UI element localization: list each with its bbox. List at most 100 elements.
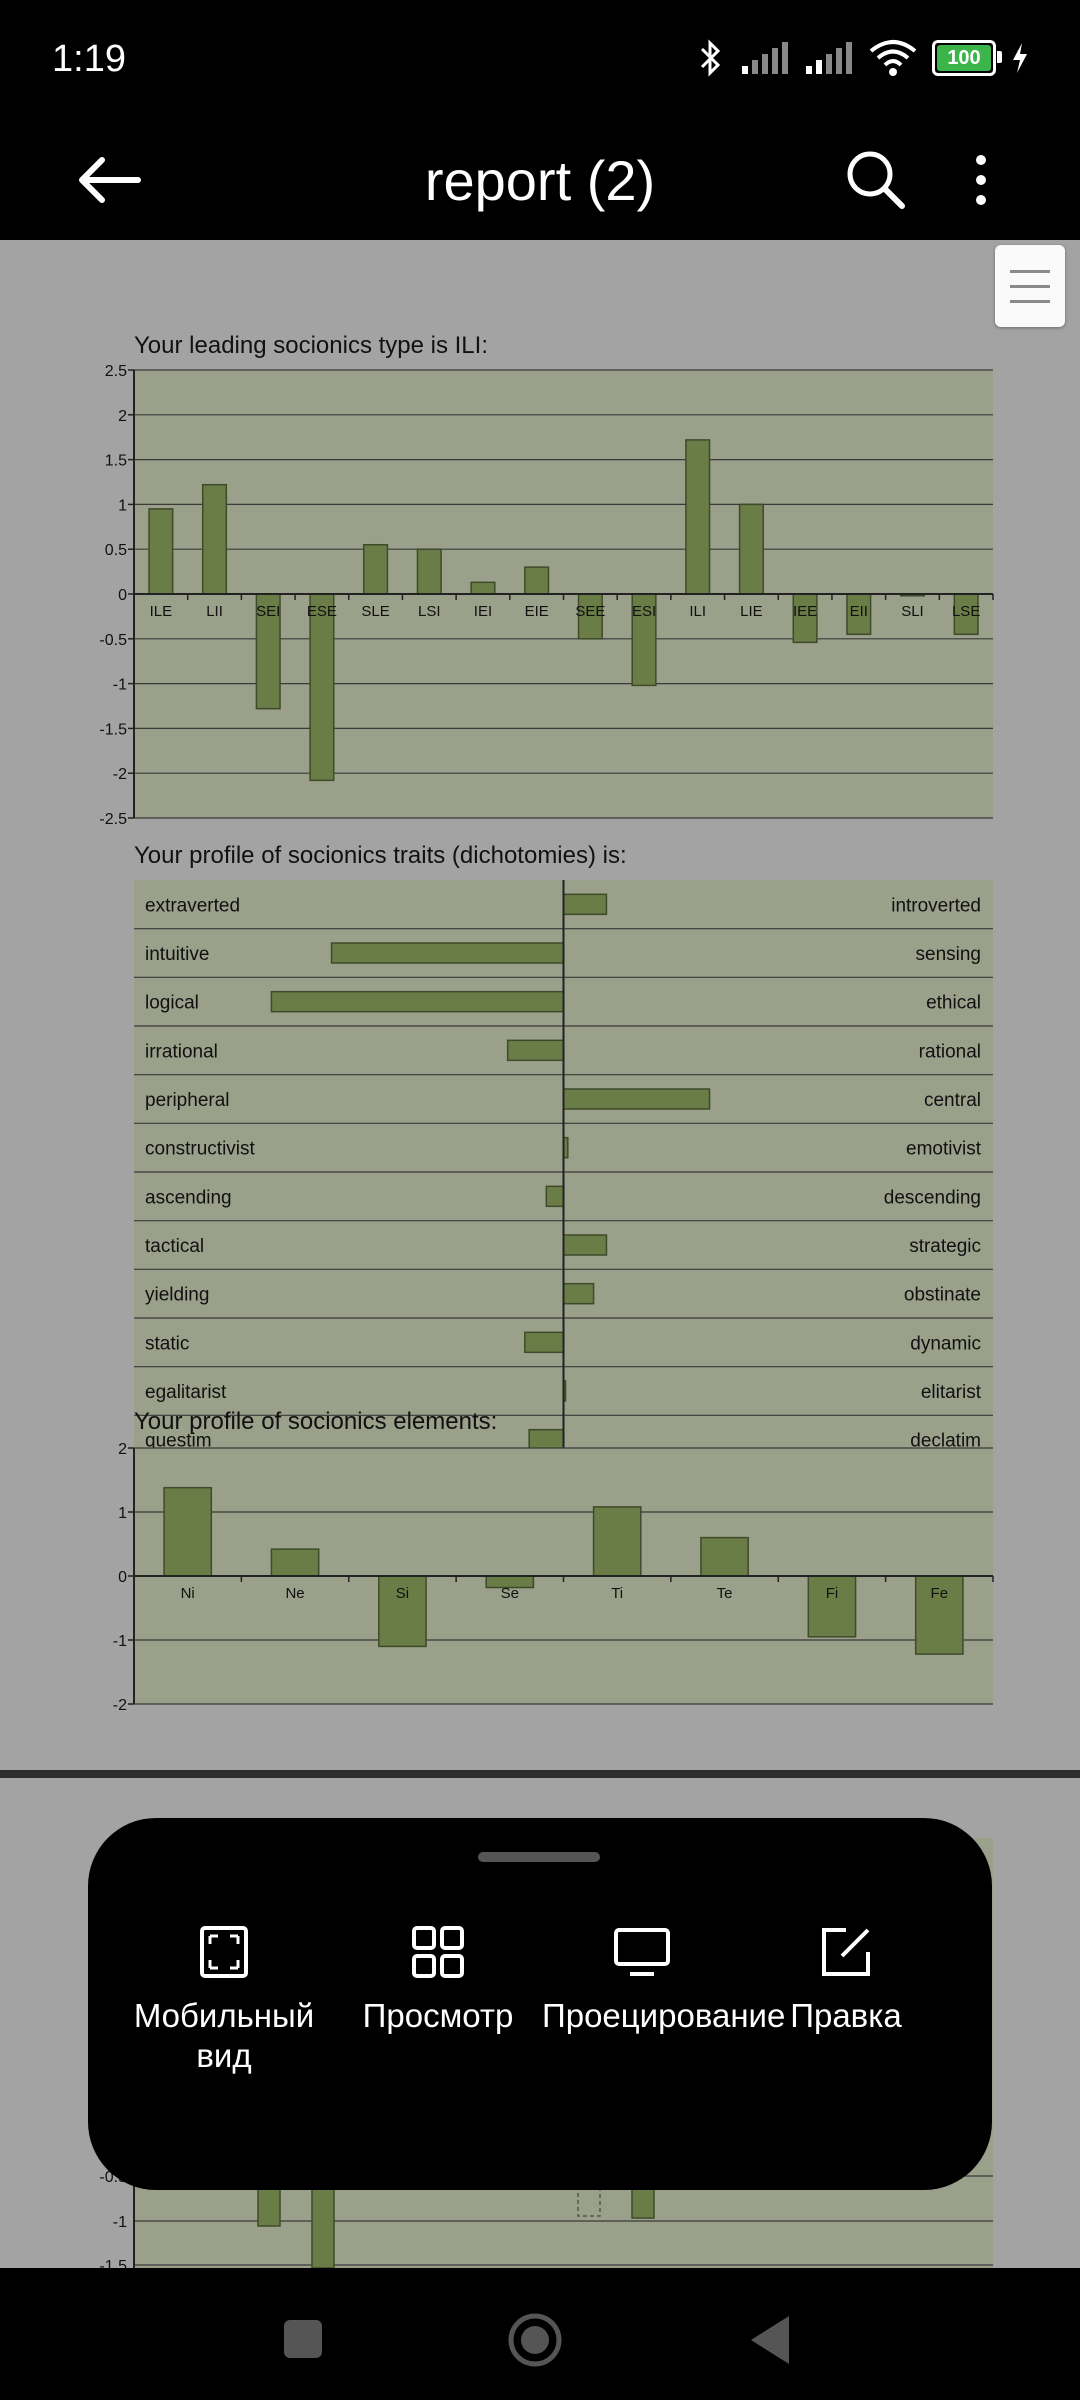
back-arrow-icon[interactable] (70, 140, 150, 220)
preview-button[interactable]: Просмотр (338, 1922, 538, 2036)
bar-fe (914, 1575, 964, 1655)
mobile-view-button[interactable]: Мобильный вид (124, 1922, 324, 2076)
x-tick-label: EIE (525, 603, 549, 620)
y-tick-label: -1.5 (99, 721, 127, 738)
bar-sle (363, 543, 389, 595)
x-tick-label: Si (396, 1585, 409, 1602)
y-tick-label: -1 (113, 2214, 127, 2231)
navigation-bar (0, 2270, 1080, 2400)
y-tick-label: -1 (113, 677, 127, 694)
document-title: report (2) (424, 149, 656, 212)
chart2-title: Your profile of socionics traits (dichot… (134, 842, 627, 869)
preview-label: Просмотр (362, 1997, 514, 2034)
trait-right-label: elitarist (921, 1382, 982, 1403)
trait-left-label: logical (145, 993, 199, 1014)
y-tick-label: 2 (118, 1441, 127, 1458)
y-tick-label: -2.5 (99, 811, 127, 828)
bar-te (700, 1536, 749, 1577)
mobile-view-icon (200, 1926, 248, 1978)
trait-right-label: rational (919, 1041, 981, 1062)
trait-right-label: strategic (909, 1236, 981, 1257)
edit-label: Правка (790, 1997, 902, 2034)
charging-icon (1013, 43, 1027, 73)
y-tick-label: -2 (113, 766, 127, 783)
x-tick-label: LSE (952, 603, 980, 620)
status-icons: 100 (696, 34, 1030, 82)
home-button[interactable] (505, 2310, 565, 2370)
page-divider (0, 1770, 1080, 1778)
bar-iei (470, 581, 496, 595)
y-tick-label: -0.5 (99, 632, 127, 649)
monitor-icon (614, 1928, 670, 1976)
wifi-icon (869, 40, 917, 76)
bar-ti (592, 1506, 642, 1577)
x-tick-label: Ni (181, 1585, 195, 1602)
x-tick-label: Fi (826, 1585, 839, 1602)
document-page[interactable]: Your leading socionics type is ILI: 2.5 2… (0, 240, 1080, 1770)
sheet-handle[interactable] (478, 1852, 600, 1862)
trait-bar (506, 1039, 565, 1062)
signal-icon-2 (806, 42, 852, 74)
projection-label: Проецирование (542, 1997, 786, 2034)
trait-bar (330, 942, 565, 964)
app-bar: report (2) (0, 120, 1080, 240)
trait-bar (545, 1185, 565, 1208)
x-tick-label: Se (501, 1585, 519, 1602)
x-tick-label: ILE (150, 603, 173, 620)
trait-bar (524, 1331, 565, 1354)
trait-left-label: ascending (145, 1187, 232, 1208)
edit-button[interactable]: Правка (746, 1922, 946, 2036)
chart1-title: Your leading socionics type is ILI: (134, 332, 488, 359)
projection-button[interactable]: Проецирование (542, 1922, 786, 2036)
trait-left-label: yielding (145, 1285, 209, 1306)
bar-ile (148, 508, 174, 595)
x-tick-label: EII (850, 603, 868, 620)
bar-ne (270, 1548, 320, 1577)
back-button[interactable] (745, 2312, 795, 2368)
y-tick-label: -1 (113, 1633, 127, 1650)
trait-left-label: static (145, 1333, 189, 1354)
trait-bar (562, 1282, 595, 1305)
trait-bar (270, 990, 565, 1013)
trait-left-label: irrational (145, 1041, 218, 1062)
x-tick-label: LIE (740, 603, 763, 620)
trait-left-label: constructivist (145, 1139, 256, 1160)
status-time: 1:19 (52, 38, 126, 80)
trait-right-label: ethical (926, 993, 981, 1014)
battery-icon: 100 (932, 40, 1002, 76)
view-mode-sheet: Мобильный вид Просмотр Проецирование Пра… (88, 1818, 992, 2190)
trait-left-label: tactical (145, 1236, 204, 1257)
y-tick-label: 0 (118, 1569, 127, 1586)
x-tick-label: LII (206, 603, 223, 620)
x-tick-label: Ti (611, 1585, 623, 1602)
bar-eie (524, 566, 550, 595)
y-tick-label: 1.5 (105, 453, 127, 470)
search-icon[interactable] (836, 140, 916, 220)
bar-ni (163, 1486, 213, 1577)
x-tick-label: IEE (793, 603, 817, 620)
y-tick-label: -2 (113, 1697, 127, 1714)
y-tick-label: 1 (118, 1505, 127, 1522)
types-bar-chart: 2.5 2 1.5 1 0.5 0 -0.5 -1 -1.5 -2 -2.5 ILE LII SEI ESE… (99, 363, 994, 828)
bluetooth-icon (700, 39, 721, 77)
trait-right-label: declatim (910, 1431, 981, 1452)
grid-view-icon (412, 1926, 464, 1978)
mobile-view-label: Мобильный вид (133, 1997, 315, 2074)
trait-left-label: questim (145, 1431, 212, 1452)
bar-lsi (416, 548, 442, 595)
trait-right-label: central (924, 1090, 981, 1111)
bar-lii (201, 483, 228, 595)
trait-right-label: sensing (916, 944, 982, 965)
bar-ese (309, 593, 335, 782)
x-tick-label: ESE (307, 603, 337, 620)
recents-button[interactable] (278, 2314, 328, 2364)
toc-menu-icon[interactable] (995, 245, 1065, 327)
trait-right-label: descending (884, 1187, 981, 1208)
trait-bar (562, 893, 608, 916)
battery-level: 100 (947, 46, 981, 69)
y-tick-label: 0 (118, 587, 127, 604)
x-tick-label: SEE (575, 603, 605, 620)
y-tick-label: 1 (118, 497, 127, 514)
more-options-icon[interactable] (945, 140, 1017, 220)
y-tick-label: 2 (118, 408, 127, 425)
